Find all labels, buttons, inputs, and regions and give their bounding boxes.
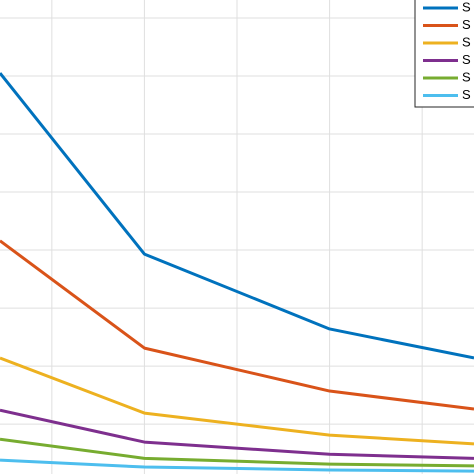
series-line <box>0 458 474 473</box>
legend-label: S <box>462 0 471 14</box>
legend-label: S <box>462 52 471 67</box>
series-line <box>0 408 474 460</box>
series-line <box>0 239 474 411</box>
legend-label: S <box>462 87 471 102</box>
legend-label: S <box>462 34 471 49</box>
series-line <box>0 72 474 360</box>
legend-box <box>414 0 474 108</box>
legend-label: S <box>462 69 471 84</box>
series-line <box>0 437 474 468</box>
legend-label: S <box>462 17 471 32</box>
series-line <box>0 356 474 446</box>
